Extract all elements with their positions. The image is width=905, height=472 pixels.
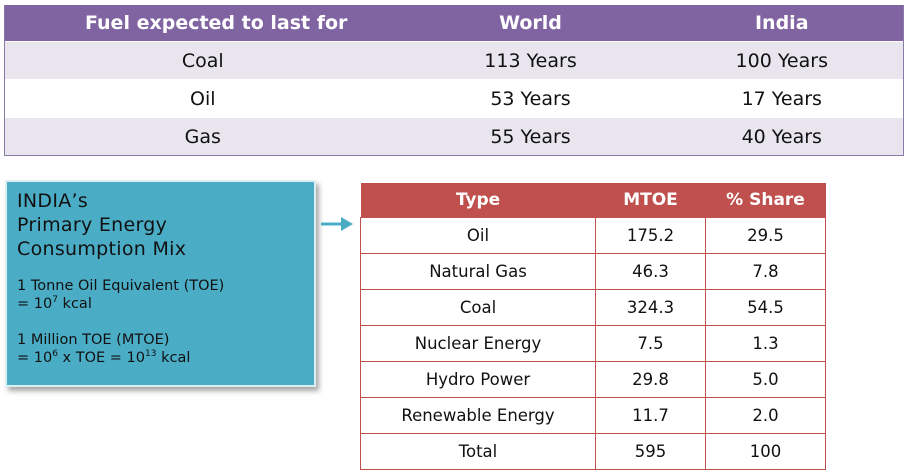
- info-box-title: INDIA’s Primary Energy Consumption Mix: [17, 189, 304, 261]
- energy-mix-info-box: INDIA’s Primary Energy Consumption Mix 1…: [5, 180, 316, 387]
- mtoe-cell: 7.5: [595, 325, 706, 362]
- share-cell: 29.5: [705, 217, 826, 254]
- share-cell: 7.8: [705, 253, 826, 290]
- share-cell: 2.0: [705, 397, 826, 434]
- table-header-row: Type MTOE % Share: [360, 183, 826, 218]
- toe-line-2: = 10: [17, 296, 53, 312]
- mtoe-cell: 11.7: [595, 397, 706, 434]
- world-years-cell: 113 Years: [400, 41, 661, 80]
- share-cell: 100: [705, 433, 826, 470]
- india-years-cell: 17 Years: [660, 79, 904, 118]
- column-header-mtoe: MTOE: [595, 183, 706, 218]
- mtoe-exponent-2: 13: [145, 349, 157, 359]
- india-years-cell: 40 Years: [660, 117, 904, 156]
- mtoe-cell: 29.8: [595, 361, 706, 398]
- table-row: Renewable Energy 11.7 2.0: [360, 397, 826, 434]
- table-row: Coal 324.3 54.5: [360, 289, 826, 326]
- mtoe-line-2-middle: x TOE = 10: [57, 350, 146, 366]
- mtoe-exponent-1: 6: [52, 349, 58, 359]
- mtoe-cell: 324.3: [595, 289, 706, 326]
- table-row: Gas 55 Years 40 Years: [4, 117, 904, 156]
- mtoe-cell: 595: [595, 433, 706, 470]
- column-header-type: Type: [360, 183, 596, 218]
- column-header-world: World: [400, 5, 661, 42]
- info-title-line: Consumption Mix: [17, 238, 187, 260]
- world-years-cell: 55 Years: [400, 117, 661, 156]
- table-row: Hydro Power 29.8 5.0: [360, 361, 826, 398]
- toe-unit: kcal: [57, 296, 92, 312]
- share-cell: 5.0: [705, 361, 826, 398]
- mtoe-line-1: 1 Million TOE (MTOE): [17, 332, 170, 348]
- fuel-name-cell: Gas: [4, 117, 401, 156]
- energy-type-cell: Oil: [360, 217, 596, 254]
- toe-exponent: 7: [52, 295, 58, 305]
- info-title-line: Primary Energy: [17, 214, 168, 236]
- table-row: Natural Gas 46.3 7.8: [360, 253, 826, 290]
- toe-definition: 1 Tonne Oil Equivalent (TOE) = 107 kcal: [17, 277, 304, 313]
- energy-consumption-table: Type MTOE % Share Oil 175.2 29.5 Natural…: [360, 183, 826, 470]
- energy-type-cell: Renewable Energy: [360, 397, 596, 434]
- column-header-india: India: [660, 5, 904, 42]
- energy-type-cell: Coal: [360, 289, 596, 326]
- table-row: Coal 113 Years 100 Years: [4, 41, 904, 80]
- table-header-row: Fuel expected to last for World India: [4, 5, 904, 42]
- mtoe-line-2: = 10: [17, 350, 53, 366]
- share-cell: 1.3: [705, 325, 826, 362]
- india-years-cell: 100 Years: [660, 41, 904, 80]
- table-row: Oil 175.2 29.5: [360, 217, 826, 254]
- column-header-fuel: Fuel expected to last for: [4, 5, 401, 42]
- table-row-total: Total 595 100: [360, 433, 826, 470]
- energy-type-cell: Nuclear Energy: [360, 325, 596, 362]
- table-row: Oil 53 Years 17 Years: [4, 79, 904, 118]
- fuel-name-cell: Oil: [4, 79, 401, 118]
- energy-type-cell: Total: [360, 433, 596, 470]
- column-header-share: % Share: [705, 183, 826, 218]
- info-title-line: INDIA’s: [17, 190, 89, 212]
- fuel-name-cell: Coal: [4, 41, 401, 80]
- world-years-cell: 53 Years: [400, 79, 661, 118]
- fuel-lifetime-table: Fuel expected to last for World India Co…: [4, 5, 904, 156]
- toe-line-1: 1 Tonne Oil Equivalent (TOE): [17, 278, 225, 294]
- mtoe-cell: 46.3: [595, 253, 706, 290]
- share-cell: 54.5: [705, 289, 826, 326]
- energy-type-cell: Natural Gas: [360, 253, 596, 290]
- table-row: Nuclear Energy 7.5 1.3: [360, 325, 826, 362]
- mtoe-cell: 175.2: [595, 217, 706, 254]
- right-arrow-icon: [321, 217, 353, 231]
- mtoe-unit: kcal: [156, 350, 191, 366]
- mtoe-definition: 1 Million TOE (MTOE) = 106 x TOE = 1013 …: [17, 331, 304, 367]
- energy-type-cell: Hydro Power: [360, 361, 596, 398]
